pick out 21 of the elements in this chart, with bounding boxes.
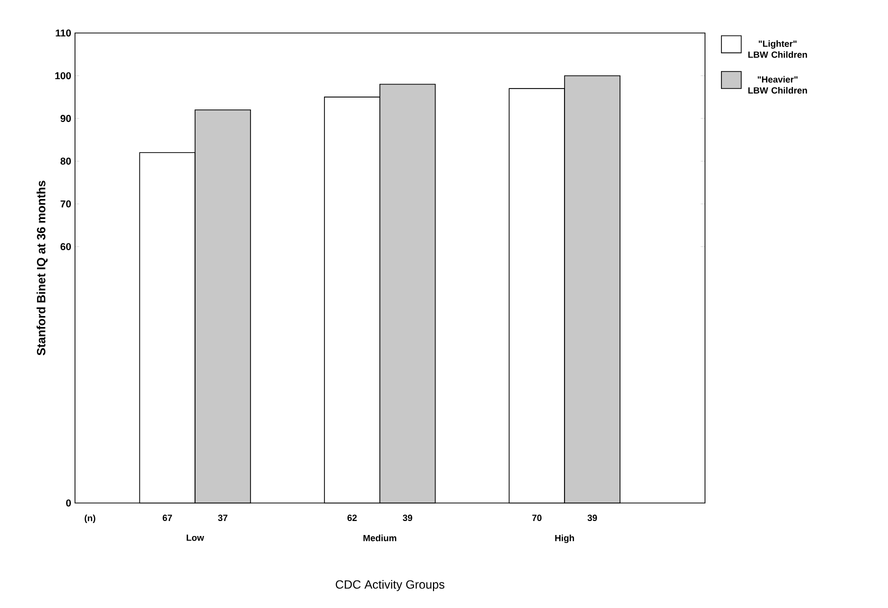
text: 62 [347,514,357,522]
x-tick-label: Low [186,534,204,541]
text: (n) [84,514,96,524]
y-tick-label: 60 [60,243,71,250]
legend-label: "Lighter" LBW Children [748,40,807,58]
x-axis-title: CDC Activity Groups [336,580,444,592]
text: 39 [402,514,412,522]
text: 70 [532,514,542,522]
y-tick-label: 80 [60,158,71,165]
y-axis-title: Stanford Binet IQ at 36 months [36,180,48,356]
x-tick-label: Medium [364,534,396,542]
x-tick-label: High [555,534,574,544]
y-tick-label: 100 [55,72,71,80]
y-tick-label: 110 [56,29,71,37]
y-tick-label: 0 [66,499,71,507]
y-tick-label: 70 [60,200,71,208]
y-tick-label: 90 [60,114,71,122]
text: 37 [218,514,228,522]
text: 39 [588,514,597,522]
legend-label: "Heavier" LBW Children [748,76,807,94]
text: 67 [162,514,172,522]
